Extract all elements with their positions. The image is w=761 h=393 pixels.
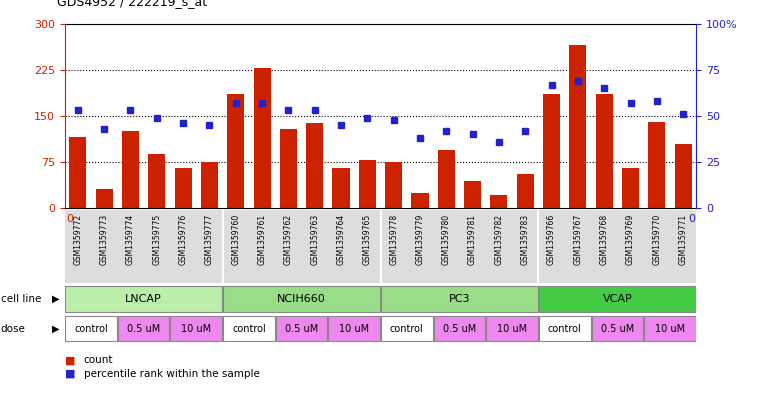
FancyBboxPatch shape (170, 316, 222, 341)
Text: GSM1359770: GSM1359770 (652, 214, 661, 265)
Text: GSM1359771: GSM1359771 (679, 214, 688, 265)
Text: GSM1359783: GSM1359783 (521, 214, 530, 265)
Text: 10 uM: 10 uM (181, 323, 212, 334)
Text: GSM1359765: GSM1359765 (363, 214, 372, 265)
Text: 0.5 uM: 0.5 uM (443, 323, 476, 334)
FancyBboxPatch shape (275, 316, 327, 341)
Text: GSM1359775: GSM1359775 (152, 214, 161, 265)
Bar (96, 189, 113, 208)
Bar (122, 131, 139, 208)
Bar (174, 168, 192, 208)
FancyBboxPatch shape (381, 286, 538, 312)
Bar (596, 94, 613, 208)
FancyBboxPatch shape (223, 316, 275, 341)
FancyBboxPatch shape (539, 316, 591, 341)
Text: control: control (390, 323, 424, 334)
Text: GSM1359766: GSM1359766 (547, 214, 556, 265)
Text: GSM1359778: GSM1359778 (389, 214, 398, 265)
FancyBboxPatch shape (486, 316, 538, 341)
Text: GSM1359762: GSM1359762 (284, 214, 293, 265)
Text: GSM1359760: GSM1359760 (231, 214, 240, 265)
Text: ■: ■ (65, 355, 75, 365)
Text: cell line: cell line (1, 294, 41, 304)
Text: dose: dose (1, 323, 26, 334)
Bar (622, 168, 639, 208)
Text: percentile rank within the sample: percentile rank within the sample (84, 369, 260, 379)
Text: 0.5 uM: 0.5 uM (127, 323, 161, 334)
Text: GSM1359773: GSM1359773 (100, 214, 109, 265)
Bar (490, 195, 508, 208)
FancyBboxPatch shape (539, 286, 696, 312)
Bar (228, 94, 244, 208)
FancyBboxPatch shape (381, 316, 432, 341)
Text: control: control (74, 323, 108, 334)
Text: 10 uM: 10 uM (655, 323, 685, 334)
FancyBboxPatch shape (591, 316, 643, 341)
Text: GSM1359774: GSM1359774 (126, 214, 135, 265)
Text: GSM1359780: GSM1359780 (442, 214, 451, 265)
FancyBboxPatch shape (223, 286, 380, 312)
Text: NCIH660: NCIH660 (277, 294, 326, 304)
Text: GSM1359768: GSM1359768 (600, 214, 609, 265)
Text: GSM1359772: GSM1359772 (73, 214, 82, 265)
Text: VCAP: VCAP (603, 294, 632, 304)
Text: GSM1359776: GSM1359776 (179, 214, 188, 265)
Bar (148, 154, 165, 208)
Bar (674, 143, 692, 208)
Text: GSM1359764: GSM1359764 (336, 214, 345, 265)
Text: 0.5 uM: 0.5 uM (285, 323, 318, 334)
Text: 0.5 uM: 0.5 uM (600, 323, 634, 334)
Text: GSM1359767: GSM1359767 (573, 214, 582, 265)
Bar (412, 193, 428, 208)
Text: GSM1359769: GSM1359769 (626, 214, 635, 265)
Bar (438, 150, 455, 208)
Text: ■: ■ (65, 369, 75, 379)
Bar (569, 45, 587, 208)
FancyBboxPatch shape (434, 316, 486, 341)
Bar (543, 94, 560, 208)
Bar (253, 68, 271, 208)
Text: ▶: ▶ (52, 323, 59, 334)
Text: LNCAP: LNCAP (126, 294, 162, 304)
Text: control: control (548, 323, 581, 334)
Bar (201, 162, 218, 208)
Bar (464, 181, 481, 208)
Text: control: control (232, 323, 266, 334)
Text: ▶: ▶ (52, 294, 59, 304)
Bar (306, 123, 323, 208)
Bar (648, 122, 665, 208)
Text: count: count (84, 355, 113, 365)
Text: GSM1359779: GSM1359779 (416, 214, 425, 265)
FancyBboxPatch shape (118, 316, 170, 341)
FancyBboxPatch shape (65, 286, 222, 312)
Bar (385, 162, 403, 208)
Text: GSM1359777: GSM1359777 (205, 214, 214, 265)
Bar (280, 129, 297, 208)
FancyBboxPatch shape (65, 316, 116, 341)
Text: GSM1359782: GSM1359782 (495, 214, 504, 265)
Bar (69, 138, 87, 208)
Text: 0: 0 (66, 214, 73, 224)
Text: 10 uM: 10 uM (497, 323, 527, 334)
Text: GSM1359781: GSM1359781 (468, 214, 477, 265)
Text: GSM1359763: GSM1359763 (310, 214, 319, 265)
Bar (517, 174, 533, 208)
Bar (358, 160, 376, 208)
Bar (333, 168, 349, 208)
Text: PC3: PC3 (449, 294, 470, 304)
Text: 10 uM: 10 uM (339, 323, 369, 334)
Text: GDS4952 / 222219_s_at: GDS4952 / 222219_s_at (57, 0, 207, 8)
FancyBboxPatch shape (329, 316, 380, 341)
Text: GSM1359761: GSM1359761 (257, 214, 266, 265)
Text: 0: 0 (688, 214, 695, 224)
FancyBboxPatch shape (645, 316, 696, 341)
